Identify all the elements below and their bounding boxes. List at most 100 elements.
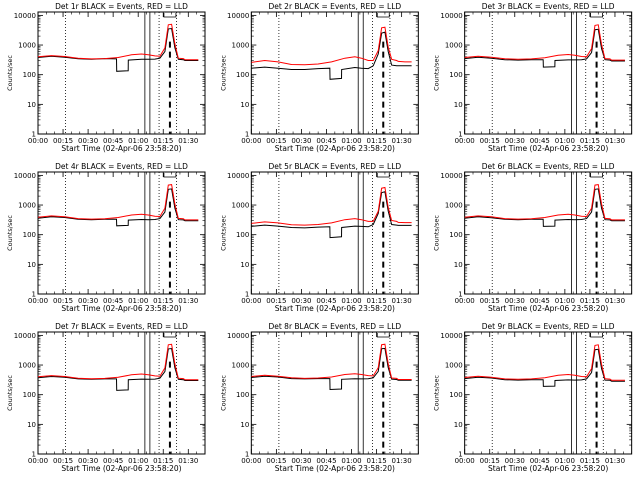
y-tick-label: 10 — [27, 261, 36, 269]
x-tick-label: 01:15 — [580, 297, 600, 305]
peak-bracket-mark — [376, 333, 390, 338]
x-tick-label: 00:45 — [316, 457, 336, 465]
x-tick-label: 01:30 — [392, 457, 412, 465]
x-tick-label: 01:30 — [605, 457, 625, 465]
x-tick-label: 00:15 — [480, 457, 500, 465]
chart-title: Det 7r BLACK = Events, RED = LLD — [55, 322, 188, 331]
peak-bracket-mark — [590, 333, 603, 338]
y-tick-label: 10000 — [227, 172, 249, 180]
chart-panel: Det 5r BLACK = Events, RED = LLD 1 10 100 10… — [219, 162, 419, 313]
x-tick-label: 01:15 — [366, 137, 386, 145]
y-tick-label: 1000 — [232, 202, 250, 210]
x-tick-label: 00:30 — [505, 297, 525, 305]
y-tick-label: 1 — [32, 451, 36, 459]
y-tick-label: 10 — [240, 261, 249, 269]
x-tick-label: 00:45 — [530, 457, 550, 465]
y-axis-label: Counts/sec — [6, 375, 14, 411]
x-tick-label: 00:30 — [291, 137, 311, 145]
x-tick-label: 00:15 — [266, 137, 286, 145]
y-tick-label: 1000 — [18, 42, 36, 50]
y-tick-label: 10 — [27, 101, 36, 109]
x-tick-label: 01:30 — [392, 137, 412, 145]
x-tick-label: 00:15 — [266, 457, 286, 465]
y-axis-label: Counts/sec — [433, 375, 441, 411]
y-tick-label: 10000 — [227, 12, 249, 20]
y-tick-label: 1 — [245, 451, 249, 459]
y-tick-label: 10000 — [227, 332, 249, 340]
y-tick-label: 10 — [240, 421, 249, 429]
x-tick-label: 00:45 — [316, 297, 336, 305]
peak-bracket-mark — [163, 173, 177, 178]
y-tick-label: 100 — [236, 391, 249, 399]
black-events-line — [251, 31, 412, 80]
x-tick-label: 00:45 — [103, 137, 123, 145]
y-tick-label: 100 — [23, 231, 36, 239]
black-events-line — [464, 188, 625, 227]
y-tick-label: 100 — [23, 391, 36, 399]
x-tick-label: 00:30 — [291, 297, 311, 305]
y-tick-label: 10 — [454, 101, 463, 109]
plot-frame — [37, 171, 206, 295]
red-lld-line — [251, 343, 412, 380]
x-tick-label: 00:00 — [455, 137, 475, 145]
x-axis-label: Start Time (02-Apr-06 23:58:20) — [61, 464, 181, 473]
x-tick-label: 01:00 — [341, 137, 361, 145]
x-tick-label: 00:45 — [316, 137, 336, 145]
y-tick-label: 1000 — [445, 202, 463, 210]
y-tick-label: 1 — [458, 131, 462, 139]
x-tick-label: 00:30 — [78, 137, 98, 145]
red-lld-line — [464, 184, 625, 221]
chart-title: Det 9r BLACK = Events, RED = LLD — [482, 322, 615, 331]
peak-bracket-mark — [376, 173, 390, 178]
x-tick-label: 00:15 — [480, 297, 500, 305]
chart-title: Det 4r BLACK = Events, RED = LLD — [55, 162, 188, 171]
y-tick-label: 100 — [449, 391, 462, 399]
y-tick-label: 1 — [458, 451, 462, 459]
plot-area — [38, 332, 199, 454]
y-axis-label: Counts/sec — [219, 55, 227, 91]
x-tick-label: 01:15 — [580, 137, 600, 145]
chart-title: Det 3r BLACK = Events, RED = LLD — [482, 2, 615, 11]
y-tick-label: 10000 — [14, 12, 36, 20]
chart-title: Det 6r BLACK = Events, RED = LLD — [482, 162, 615, 171]
plot-area — [251, 172, 412, 294]
y-tick-label: 1000 — [18, 362, 36, 370]
y-tick-label: 1 — [245, 131, 249, 139]
chart-title: Det 2r BLACK = Events, RED = LLD — [268, 2, 401, 11]
x-tick-label: 01:00 — [128, 137, 148, 145]
x-axis-label: Start Time (02-Apr-06 23:58:20) — [275, 304, 395, 313]
y-tick-label: 1000 — [445, 42, 463, 50]
x-tick-label: 00:00 — [28, 137, 48, 145]
chart-title: Det 1r BLACK = Events, RED = LLD — [55, 2, 188, 11]
y-tick-label: 10000 — [440, 332, 462, 340]
x-tick-label: 00:00 — [28, 457, 48, 465]
chart-panel: Det 4r BLACK = Events, RED = LLD 1 10 100 10… — [6, 162, 206, 313]
x-tick-label: 01:00 — [341, 297, 361, 305]
x-tick-label: 01:30 — [392, 297, 412, 305]
y-tick-label: 100 — [236, 231, 249, 239]
black-events-line — [251, 191, 412, 239]
y-tick-label: 1000 — [232, 42, 250, 50]
y-tick-label: 10 — [240, 101, 249, 109]
x-tick-label: 00:00 — [455, 297, 475, 305]
chart-panel: Det 3r BLACK = Events, RED = LLD 1 10 100 10… — [433, 2, 633, 153]
plot-frame — [250, 11, 419, 135]
y-tick-label: 1000 — [445, 362, 463, 370]
x-tick-label: 01:30 — [605, 137, 625, 145]
black-events-line — [38, 27, 199, 72]
y-tick-label: 1 — [245, 291, 249, 299]
black-events-line — [251, 347, 412, 391]
x-tick-label: 00:30 — [505, 137, 525, 145]
x-tick-label: 00:30 — [78, 297, 98, 305]
x-axis-label: Start Time (02-Apr-06 23:58:20) — [275, 464, 395, 473]
black-events-line — [38, 188, 199, 227]
black-events-line — [464, 28, 625, 68]
y-tick-label: 1 — [32, 291, 36, 299]
plot-frame — [464, 11, 633, 135]
x-tick-label: 01:00 — [341, 457, 361, 465]
x-axis-label: Start Time (02-Apr-06 23:58:20) — [488, 304, 608, 313]
x-axis-label: Start Time (02-Apr-06 23:58:20) — [488, 144, 608, 153]
x-tick-label: 01:15 — [366, 457, 386, 465]
y-tick-label: 10000 — [14, 172, 36, 180]
